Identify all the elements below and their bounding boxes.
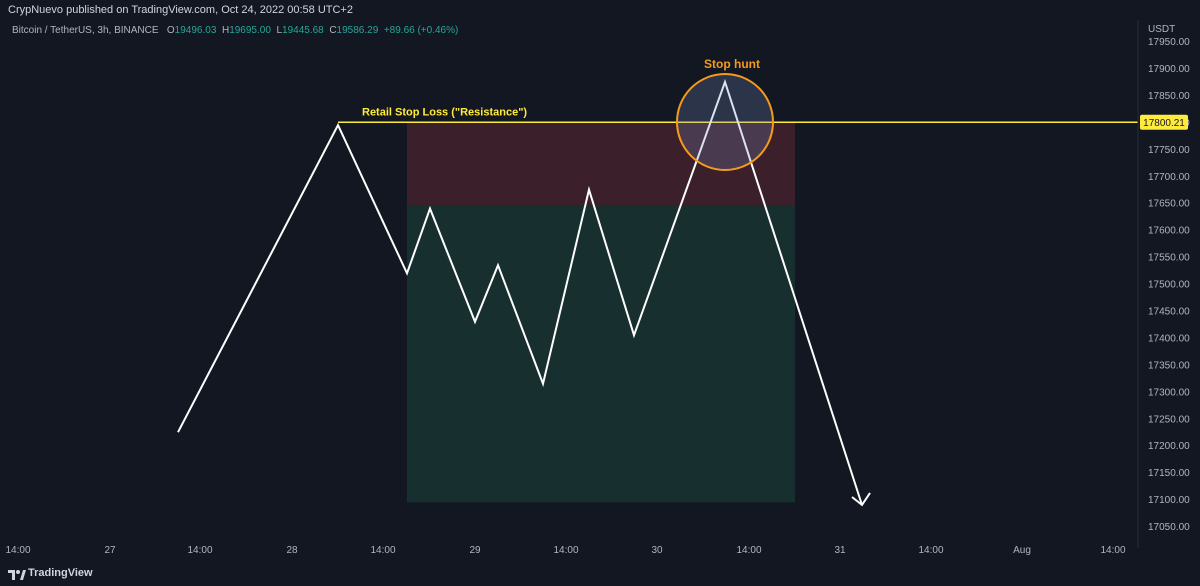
y-tick-label: 17700.00: [1148, 172, 1190, 183]
symbol-name[interactable]: Bitcoin / TetherUS, 3h, BINANCE: [12, 25, 159, 36]
x-tick-label: 31: [834, 545, 846, 556]
y-tick-label: 17500.00: [1148, 280, 1190, 291]
y-tick-label: 17550.00: [1148, 253, 1190, 264]
resistance-price-badge-bg: [1140, 114, 1188, 130]
change-value: +89.66 (+0.46%): [383, 25, 459, 36]
y-tick-label: 17200.00: [1148, 441, 1190, 452]
axis-unit-label: USDT: [1148, 24, 1176, 35]
close-value: 19586.29: [336, 25, 379, 36]
y-axis: 17950.0017900.0017850.0017800.0017750.00…: [1137, 20, 1190, 548]
x-tick-label: 14:00: [553, 545, 578, 556]
tradingview-logo-icon: [8, 570, 26, 580]
profit-target-zone: [407, 205, 795, 503]
x-tick-label: 29: [469, 545, 481, 556]
x-tick-label: 14:00: [5, 545, 30, 556]
tradingview-brand: TradingView: [28, 567, 93, 579]
down-arrow-icon: [851, 492, 871, 507]
y-tick-label: 17850.00: [1148, 91, 1190, 102]
close-label: C: [329, 25, 337, 36]
y-tick-label: 17900.00: [1148, 64, 1190, 75]
high-label: H: [221, 25, 230, 36]
symbol-info-row: Bitcoin / TetherUS, 3h, BINANCE O19496.0…: [12, 24, 458, 38]
resistance-price-badge: 17800.21: [1140, 114, 1188, 130]
x-tick-label: 14:00: [736, 545, 761, 556]
y-tick-label: 17350.00: [1148, 360, 1190, 371]
y-tick-label: 17400.00: [1148, 333, 1190, 344]
y-tick-label: 17950.00: [1148, 37, 1190, 48]
low-value: 19445.68: [282, 25, 324, 36]
publish-info: CrypNuevo published on TradingView.com, …: [8, 4, 353, 16]
y-tick-label: 17100.00: [1148, 495, 1190, 506]
price-path-line: [177, 78, 863, 506]
resistance-label: Retail Stop Loss ("Resistance"): [362, 106, 527, 118]
resistance-price-badge-text: 17800.21: [1143, 118, 1185, 129]
stop-hunt-label: Stop hunt: [704, 57, 760, 71]
y-tick-label: 17450.00: [1148, 306, 1190, 317]
x-tick-label: 14:00: [918, 545, 943, 556]
y-tick-label: 17050.00: [1148, 522, 1190, 533]
low-label: L: [276, 25, 283, 36]
x-tick-label: Aug: [1013, 545, 1031, 556]
x-tick-label: 14:00: [187, 545, 212, 556]
open-value: 19496.03: [174, 25, 217, 36]
stop-hunt-circle: [676, 73, 774, 171]
x-tick-label: 27: [104, 545, 116, 556]
x-tick-label: 14:00: [370, 545, 395, 556]
publish-bar: CrypNuevo published on TradingView.com, …: [0, 0, 1200, 20]
x-axis: 14:00 27 14:00 28 14:00 29 14:00 30 14:00 31 14:00…: [5, 545, 1125, 556]
stop-loss-zone: [407, 122, 795, 206]
x-tick-label: 28: [286, 545, 298, 556]
x-tick-label: 30: [651, 545, 663, 556]
y-tick-label: 17650.00: [1148, 199, 1190, 210]
y-tick-label: 17150.00: [1148, 468, 1190, 479]
footer: TradingView: [0, 564, 1200, 586]
y-tick-label: 17750.00: [1148, 145, 1190, 156]
y-tick-label: 17300.00: [1148, 387, 1190, 398]
y-tick-label: 17250.00: [1148, 414, 1190, 425]
open-label: O: [166, 25, 175, 36]
y-tick-label: 17600.00: [1148, 226, 1190, 237]
x-tick-label: 14:00: [1100, 545, 1125, 556]
high-value: 19695.00: [229, 25, 271, 36]
